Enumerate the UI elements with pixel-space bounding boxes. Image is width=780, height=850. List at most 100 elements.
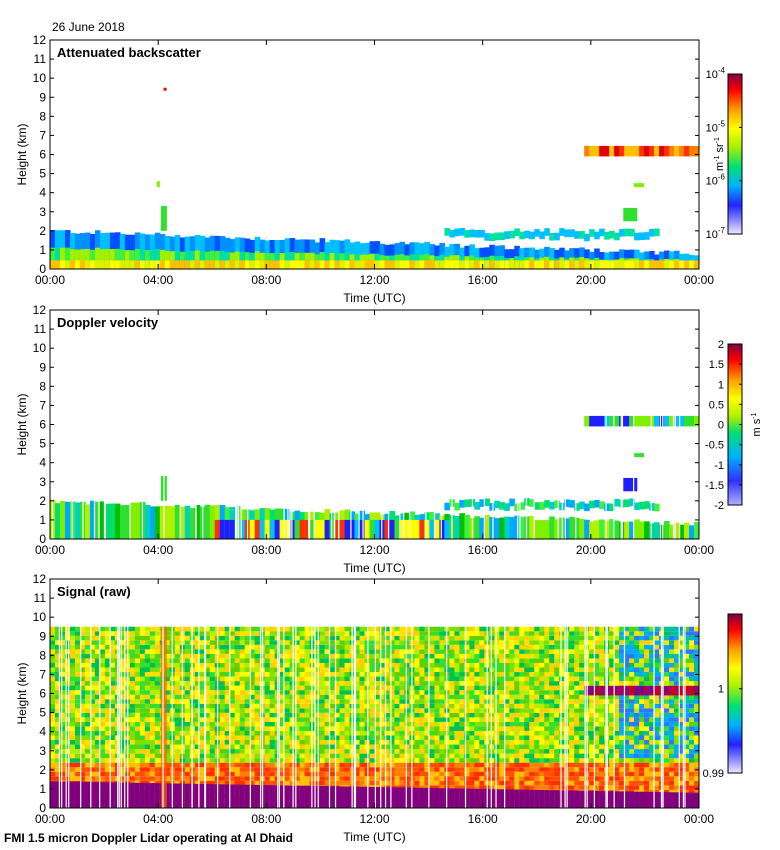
- signal-cell: [204, 640, 211, 645]
- signal-cell: [209, 784, 216, 808]
- velocity-cell: [54, 503, 61, 539]
- signal-cell: [454, 631, 460, 636]
- signal-cell: [324, 730, 331, 736]
- signal-cell: [429, 712, 436, 718]
- signal-cell: [149, 717, 156, 722]
- signal-cell: [109, 626, 116, 632]
- signal-cell: [474, 767, 480, 772]
- signal-cell: [479, 667, 485, 673]
- backscatter-cell: [184, 251, 191, 269]
- backscatter-cell: [169, 251, 176, 269]
- signal-cell: [514, 626, 520, 632]
- signal-cell: [239, 767, 246, 772]
- signal-cell: [109, 672, 116, 677]
- signal-cell: [134, 776, 141, 781]
- signal-cell: [319, 735, 326, 741]
- signal-cell: [279, 721, 286, 727]
- signal-cell: [89, 730, 96, 736]
- signal-cell: [454, 672, 460, 677]
- signal-cell: [354, 681, 361, 686]
- signal-cell: [494, 649, 500, 654]
- data-gap: [235, 310, 237, 539]
- signal-cell: [379, 672, 386, 677]
- signal-cell: [149, 658, 156, 663]
- signal-cell: [384, 667, 391, 673]
- signal-cell: [79, 631, 86, 636]
- signal-cell: [50, 667, 56, 673]
- signal-cell: [184, 758, 191, 763]
- signal-cell: [64, 690, 71, 695]
- signal-cell: [344, 685, 351, 691]
- signal-cell: [144, 672, 151, 677]
- backscatter-cell: [359, 260, 366, 269]
- signal-cell: [454, 749, 460, 754]
- signal-cell: [184, 640, 191, 645]
- signal-cell: [524, 653, 530, 659]
- signal-cell: [454, 758, 460, 763]
- signal-cell: [314, 640, 321, 645]
- signal-cell: [204, 784, 211, 808]
- signal-cell: [459, 785, 465, 790]
- signal-cell: [399, 662, 406, 668]
- signal-cell: [294, 631, 301, 636]
- y-tick-label: 2: [39, 494, 46, 508]
- signal-cell: [514, 644, 520, 650]
- signal-cell: [319, 749, 326, 754]
- signal-cell: [474, 626, 480, 632]
- signal-cell: [219, 658, 226, 663]
- signal-cell: [254, 703, 261, 709]
- signal-cell: [164, 676, 171, 682]
- colorbar-gradient: [727, 73, 743, 235]
- signal-cell: [519, 649, 525, 654]
- signal-cell: [339, 631, 346, 636]
- signal-cell: [104, 708, 111, 713]
- signal-cell: [94, 730, 101, 736]
- signal-cell: [344, 762, 351, 768]
- signal-cell: [359, 703, 366, 709]
- signal-cell: [449, 762, 455, 768]
- signal-cell: [269, 744, 276, 750]
- signal-cell: [264, 635, 271, 641]
- signal-cell: [184, 699, 191, 704]
- signal-cell: [524, 740, 530, 745]
- signal-cell: [264, 730, 271, 736]
- x-tick-label: 00:00: [684, 273, 714, 287]
- signal-cell: [434, 640, 440, 645]
- signal-cell: [429, 644, 436, 650]
- signal-cell: [474, 712, 480, 718]
- signal-cell: [64, 753, 71, 759]
- backscatter-cell: [194, 250, 201, 269]
- signal-cell: [474, 676, 480, 682]
- signal-cell: [534, 776, 540, 781]
- signal-cell: [464, 640, 470, 645]
- signal-cell: [219, 708, 226, 713]
- signal-cell: [469, 744, 475, 750]
- signal-cell: [439, 749, 445, 754]
- data-gap: [492, 310, 494, 539]
- colorbar-tick-label: 10-6: [706, 173, 726, 188]
- signal-cell: [439, 631, 445, 636]
- signal-cell: [519, 690, 525, 695]
- backscatter-cell: [184, 260, 191, 269]
- signal-cell: [354, 735, 361, 741]
- backscatter-cell: [319, 260, 326, 269]
- signal-cell: [139, 717, 146, 722]
- signal-cell: [149, 721, 156, 727]
- signal-cell: [199, 776, 206, 781]
- signal-cell: [534, 662, 540, 668]
- signal-cell: [134, 690, 141, 695]
- signal-cell: [54, 776, 61, 781]
- signal-cell: [279, 762, 286, 768]
- signal-cell: [499, 631, 505, 636]
- signal-cell: [449, 749, 455, 754]
- signal-cell: [419, 744, 426, 750]
- velocity-cell: [299, 519, 306, 539]
- signal-cell: [489, 730, 495, 736]
- signal-cell: [329, 685, 336, 691]
- signal-cell: [429, 785, 436, 790]
- signal-cell: [164, 635, 171, 641]
- signal-cell: [249, 658, 256, 663]
- signal-cell: [299, 708, 306, 713]
- signal-cell: [59, 721, 66, 727]
- signal-cell: [534, 767, 540, 772]
